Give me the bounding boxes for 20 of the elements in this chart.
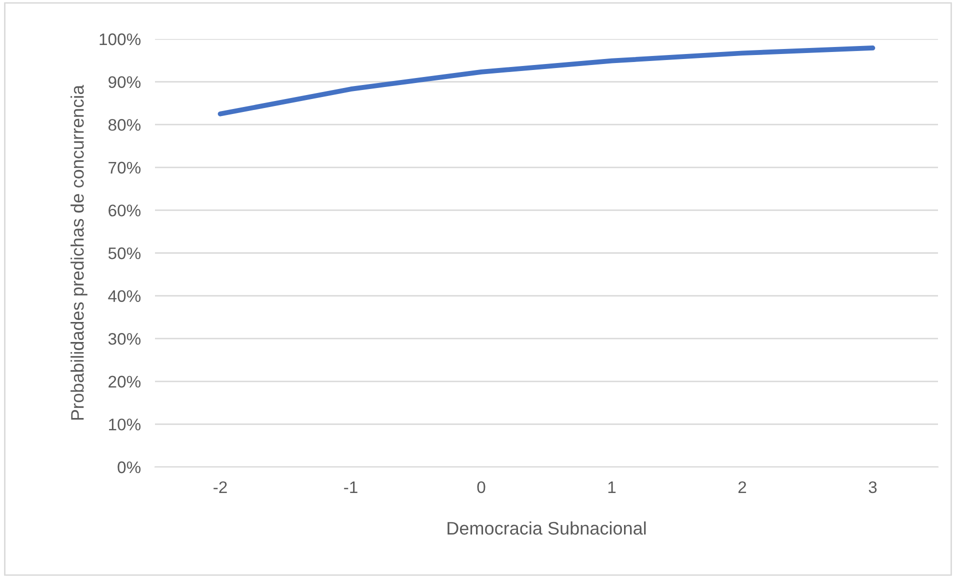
x-tick-label: -2 (214, 481, 227, 493)
x-tick-label: 0 (477, 481, 486, 494)
y-axis-title: Probabilidades predichas de concurrencia (70, 84, 88, 420)
y-tick-label: 30% (108, 333, 141, 345)
y-tick-label: 20% (108, 376, 141, 388)
y-tick-label: 10% (109, 418, 141, 430)
line-series (218, 46, 876, 116)
y-tick-label: 100% (100, 33, 141, 46)
x-tick-label: -1 (344, 482, 358, 493)
x-axis-title: Democracia Subnacional (448, 521, 646, 535)
y-tick-label: 40% (108, 290, 141, 302)
y-tick-label: 80% (108, 119, 141, 131)
y-tick-label: 0% (118, 461, 141, 474)
y-tick-label: 60% (108, 204, 141, 216)
x-tick-label: 1 (608, 482, 616, 493)
y-tick-label: 50% (108, 247, 141, 260)
y-tick-label: 70% (108, 162, 141, 174)
x-tick-label: 3 (868, 481, 877, 494)
y-tick-label: 90% (108, 76, 141, 88)
x-tick-label: 2 (738, 481, 746, 493)
